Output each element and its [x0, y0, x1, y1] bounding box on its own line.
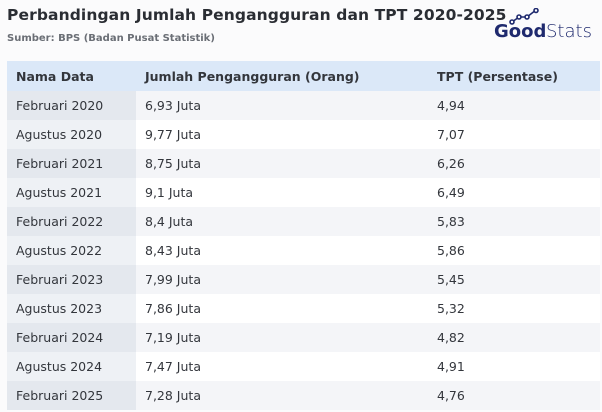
cell-tpt: 4,91: [429, 352, 600, 381]
cell-tpt: 6,49: [429, 178, 600, 207]
cell-tpt: 4,94: [429, 91, 600, 120]
cell-unemployed: 9,1 Juta: [136, 178, 429, 207]
logo-text-light: Stats: [546, 21, 592, 40]
column-header-name: Nama Data: [16, 68, 94, 84]
table-row: Agustus 2024 7,47 Juta 4,91: [7, 352, 600, 381]
table-row: Februari 2024 7,19 Juta 4,82: [7, 323, 600, 352]
table-row: Agustus 2021 9,1 Juta 6,49: [7, 178, 600, 207]
cell-tpt: 7,07: [429, 120, 600, 149]
logo-text-bold: Good: [494, 21, 546, 40]
cell-period: Agustus 2020: [7, 120, 136, 149]
cell-period: Agustus 2023: [7, 294, 136, 323]
cell-period: Februari 2025: [7, 381, 136, 410]
table-row: Februari 2025 7,28 Juta 4,76: [7, 381, 600, 410]
cell-period: Februari 2023: [7, 265, 136, 294]
cell-unemployed: 8,43 Juta: [136, 236, 429, 265]
cell-unemployed: 7,19 Juta: [136, 323, 429, 352]
table-row: Agustus 2022 8,43 Juta 5,86: [7, 236, 600, 265]
cell-period: Agustus 2021: [7, 178, 136, 207]
cell-tpt: 5,86: [429, 236, 600, 265]
cell-period: Februari 2024: [7, 323, 136, 352]
table-row: Agustus 2023 7,86 Juta 5,32: [7, 294, 600, 323]
cell-unemployed: 7,86 Juta: [136, 294, 429, 323]
cell-tpt: 4,76: [429, 381, 600, 410]
cell-unemployed: 8,4 Juta: [136, 207, 429, 236]
cell-period: Agustus 2022: [7, 236, 136, 265]
cell-tpt: 5,83: [429, 207, 600, 236]
cell-unemployed: 7,47 Juta: [136, 352, 429, 381]
unemployment-table: Nama Data Jumlah Pengangguran (Orang) TP…: [7, 61, 600, 410]
column-header-unemployed: Jumlah Pengangguran (Orang): [145, 68, 360, 84]
goodstats-logo: Good Stats: [494, 8, 598, 40]
cell-period: Februari 2020: [7, 91, 136, 120]
cell-tpt: 6,26: [429, 149, 600, 178]
cell-period: Agustus 2024: [7, 352, 136, 381]
cell-period: Februari 2022: [7, 207, 136, 236]
cell-tpt: 5,45: [429, 265, 600, 294]
line-chart-icon: Good Stats: [494, 8, 592, 40]
table-row: Februari 2023 7,99 Juta 5,45: [7, 265, 600, 294]
table-row: Februari 2022 8,4 Juta 5,83: [7, 207, 600, 236]
page-title: Perbandingan Jumlah Pengangguran dan TPT…: [7, 6, 507, 24]
cell-tpt: 4,82: [429, 323, 600, 352]
table-row: Februari 2021 8,75 Juta 6,26: [7, 149, 600, 178]
cell-unemployed: 8,75 Juta: [136, 149, 429, 178]
table-row: Februari 2020 6,93 Juta 4,94: [7, 91, 600, 120]
cell-tpt: 5,32: [429, 294, 600, 323]
table-row: Agustus 2020 9,77 Juta 7,07: [7, 120, 600, 149]
cell-unemployed: 7,28 Juta: [136, 381, 429, 410]
cell-unemployed: 7,99 Juta: [136, 265, 429, 294]
table-header-row: Nama Data Jumlah Pengangguran (Orang) TP…: [7, 61, 600, 91]
cell-unemployed: 6,93 Juta: [136, 91, 429, 120]
source-note: Sumber: BPS (Badan Pusat Statistik): [7, 33, 215, 44]
column-header-tpt: TPT (Persentase): [437, 68, 558, 84]
cell-period: Februari 2021: [7, 149, 136, 178]
cell-unemployed: 9,77 Juta: [136, 120, 429, 149]
